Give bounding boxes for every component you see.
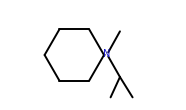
Text: N: N: [103, 50, 111, 59]
